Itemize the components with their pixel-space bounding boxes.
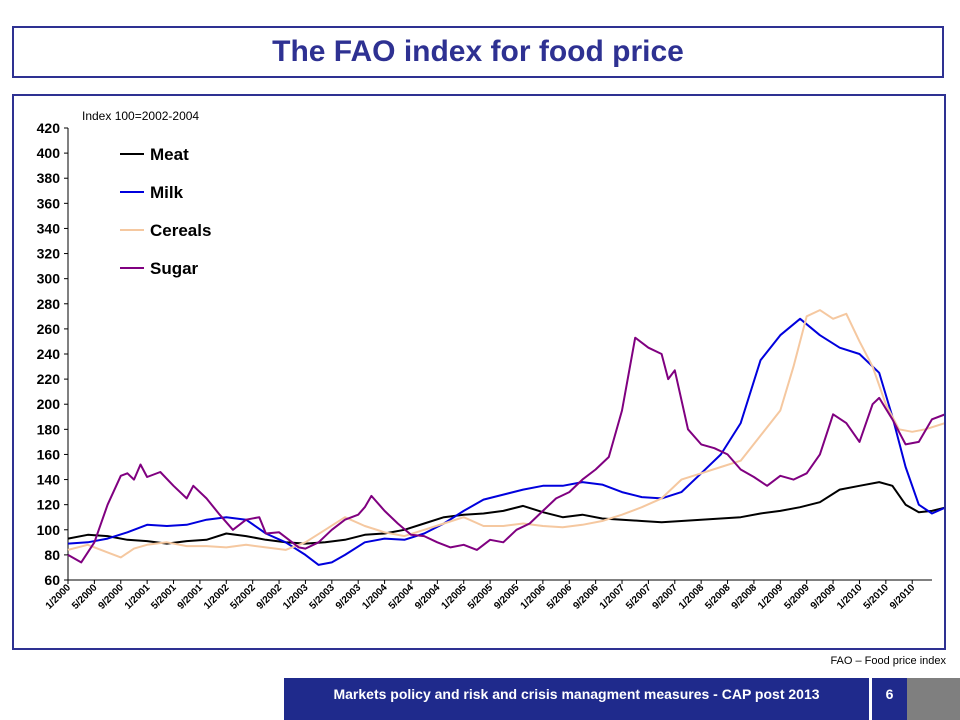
x-tick-label: 1/2009	[756, 582, 786, 612]
x-tick-label: 9/2004	[413, 582, 443, 612]
x-tick-label: 9/2001	[176, 582, 206, 612]
x-tick-label: 5/2007	[624, 582, 654, 612]
x-tick-label: 5/2010	[862, 582, 892, 612]
y-tick-label: 240	[37, 346, 61, 362]
x-tick-label: 9/2002	[255, 582, 285, 612]
y-tick-label: 120	[37, 497, 61, 513]
legend-label-cereals: Cereals	[150, 221, 211, 240]
y-tick-label: 380	[37, 170, 61, 186]
x-tick-label: 1/2010	[835, 582, 865, 612]
x-tick-label: 1/2001	[123, 582, 153, 612]
series-line-cereals	[67, 309, 944, 559]
series-line-milk	[67, 317, 944, 566]
x-tick-label: 5/2003	[308, 582, 338, 612]
y-tick-label: 300	[37, 271, 61, 287]
legend-label-sugar: Sugar	[150, 259, 199, 278]
x-tick-label: 5/2002	[228, 582, 258, 612]
y-tick-label: 220	[37, 371, 61, 387]
x-tick-label: 9/2003	[334, 582, 364, 612]
footer-text: Markets policy and risk and crisis manag…	[284, 678, 869, 720]
y-tick-label: 80	[44, 547, 60, 563]
y-tick-label: 280	[37, 296, 61, 312]
source-note: FAO – Food price index	[830, 655, 946, 667]
x-tick-label: 9/2006	[571, 582, 601, 612]
title-box: The FAO index for food price	[12, 26, 944, 78]
x-tick-label: 9/2000	[96, 582, 126, 612]
x-tick-label: 5/2004	[387, 582, 417, 612]
y-tick-label: 100	[37, 522, 61, 538]
x-tick-label: 1/2006	[519, 582, 549, 612]
x-tick-label: 5/2001	[149, 582, 179, 612]
x-tick-label: 1/2007	[598, 582, 628, 612]
chart-panel: 60 80 100 120 140 160 180 200 220 240 260 280 300 320…	[12, 94, 946, 650]
legend-label-milk: Milk	[150, 183, 184, 202]
x-tick-label: 5/2006	[545, 582, 575, 612]
y-tick-label: 60	[44, 572, 60, 588]
y-tick-label: 360	[37, 195, 61, 211]
page-number: 6	[885, 686, 894, 702]
x-tick-label: 5/2005	[466, 582, 496, 612]
x-tick-label: 5/2000	[70, 582, 100, 612]
legend-label-meat: Meat	[150, 145, 189, 164]
x-tick-label: 1/2005	[439, 582, 469, 612]
y-tick-label: 200	[37, 396, 61, 412]
x-tick-label: 5/2008	[703, 582, 733, 612]
x-tick-label: 1/2003	[281, 582, 311, 612]
chart-subtitle: Index 100=2002-2004	[82, 109, 199, 123]
y-tick-label: 260	[37, 321, 61, 337]
y-tick-label: 180	[37, 421, 61, 437]
x-tick-label: 9/2005	[492, 582, 522, 612]
x-tick-label: 9/2010	[888, 582, 918, 612]
x-tick-label: 1/2004	[360, 582, 390, 612]
y-tick-label: 400	[37, 145, 61, 161]
y-tick-label: 420	[37, 120, 61, 136]
footer-grey-block	[907, 678, 960, 720]
page-number-box: 6	[872, 678, 960, 720]
x-tick-label: 1/2002	[202, 582, 232, 612]
x-tick-label: 9/2009	[809, 582, 839, 612]
x-tick-label: 5/2009	[782, 582, 812, 612]
page-title: The FAO index for food price	[272, 35, 684, 68]
series-line-meat	[67, 481, 944, 545]
x-tick-label: 9/2007	[650, 582, 680, 612]
x-tick-label: 9/2008	[730, 582, 760, 612]
y-tick-label: 340	[37, 220, 61, 236]
y-tick-label: 140	[37, 472, 61, 488]
y-tick-label: 320	[37, 246, 61, 262]
line-chart: 60 80 100 120 140 160 180 200 220 240 260 280 300 320…	[37, 109, 944, 612]
y-tick-label: 160	[37, 446, 61, 462]
series-line-sugar	[67, 336, 944, 564]
footer-bar: Markets policy and risk and crisis manag…	[284, 678, 960, 720]
x-tick-label: 1/2008	[677, 582, 707, 612]
